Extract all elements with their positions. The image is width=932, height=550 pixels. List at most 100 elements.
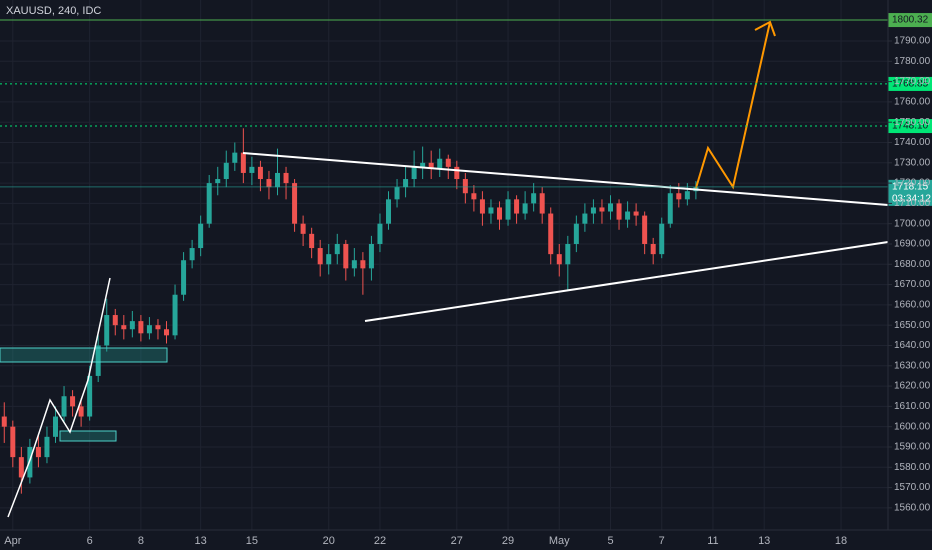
candle-body [309, 233, 315, 249]
candle-body [300, 223, 306, 234]
candle-body [582, 213, 588, 224]
candle-body [343, 243, 349, 269]
candle-body [1, 416, 7, 427]
candle-body [633, 211, 639, 216]
candle-body [164, 329, 169, 336]
candle-body [181, 260, 187, 295]
candle-body [87, 375, 93, 417]
y-tick-label: 1720.00 [894, 178, 931, 189]
x-tick-label: 22 [374, 535, 386, 547]
last-price-tag [888, 179, 932, 206]
x-tick-label: 13 [758, 535, 770, 547]
candle-body [565, 243, 571, 265]
candle-body [172, 294, 178, 336]
candle-body [667, 193, 673, 224]
y-tick-label: 1770.00 [894, 76, 931, 87]
y-tick-label: 1690.00 [894, 239, 931, 250]
candle-body [659, 223, 665, 255]
candle-body [240, 152, 246, 173]
y-tick-label: 1680.00 [894, 259, 931, 270]
candle-body [351, 260, 357, 269]
candle-body [403, 179, 409, 188]
y-tick-label: 1610.00 [894, 401, 931, 412]
x-tick-label: 11 [707, 535, 718, 547]
candle-body [437, 158, 443, 169]
price-tag-label: 1768.85 [892, 79, 929, 90]
y-tick-label: 1580.00 [894, 462, 931, 473]
candles [1, 128, 699, 494]
y-tick-label: 1660.00 [894, 300, 931, 311]
price-tag [888, 13, 932, 28]
candle-body [488, 207, 494, 214]
candle-body [368, 243, 374, 269]
candle-body [522, 203, 528, 214]
countdown-label: 03:34:12 [892, 193, 931, 204]
price-tag [888, 76, 932, 91]
candle-body [104, 315, 110, 346]
y-tick-label: 1750.00 [894, 117, 931, 128]
candle-body [317, 248, 323, 265]
axes: 1560.00 1570.00 1580.00 1590.00 1600.00 1610.… [4, 36, 930, 547]
y-tick-label: 1710.00 [894, 198, 931, 209]
candle-body [292, 183, 298, 224]
candle-body [676, 193, 682, 200]
chart-title: XAUUSD, 240, IDC [6, 5, 101, 17]
y-tick-label: 1620.00 [894, 381, 931, 392]
candle-body [531, 193, 537, 204]
candle-body [386, 199, 391, 224]
candle-body [249, 166, 255, 173]
candle-body [556, 254, 562, 265]
candle-body [514, 199, 520, 214]
candle-body [599, 207, 605, 212]
trendline [242, 152, 889, 206]
candle-body [326, 254, 332, 265]
candle-body [642, 215, 648, 244]
candle-body [394, 187, 400, 200]
candle-body [232, 152, 238, 163]
candle-body [684, 191, 690, 200]
candle-body [454, 166, 460, 180]
x-tick-label: 27 [451, 535, 463, 547]
y-tick-label: 1650.00 [894, 320, 931, 331]
candle-body [275, 172, 280, 188]
x-tick-label: 13 [195, 535, 207, 547]
price-tag-label: 1748.10 [892, 121, 929, 132]
x-tick-label: 18 [835, 535, 847, 547]
candle-body [10, 426, 16, 458]
x-tick-label: 15 [246, 535, 258, 547]
y-tick-label: 1790.00 [894, 36, 931, 47]
zigzag [7, 277, 111, 518]
candle-body [35, 446, 41, 458]
y-tick-label: 1630.00 [894, 360, 931, 371]
candle-body [78, 406, 84, 417]
candle-body [428, 162, 434, 169]
candle-body [138, 321, 144, 334]
y-tick-label: 1570.00 [894, 482, 931, 493]
candle-body [462, 179, 468, 194]
candle-body [608, 203, 613, 212]
grid [0, 0, 888, 530]
y-tick-label: 1730.00 [894, 157, 931, 168]
y-tick-label: 1600.00 [894, 421, 931, 432]
candle-body [334, 243, 340, 255]
candle-body [70, 396, 76, 407]
candle-body [411, 166, 417, 180]
candle-body [539, 193, 545, 214]
candle-body [112, 315, 118, 326]
y-tick-label: 1760.00 [894, 97, 931, 108]
candle-body [121, 325, 127, 330]
candle-body [573, 223, 579, 244]
candle-body [420, 162, 426, 167]
candle-body [479, 199, 485, 214]
y-tick-label: 1700.00 [894, 218, 931, 229]
candle-body [360, 260, 366, 269]
x-tick-label: 8 [138, 535, 144, 547]
zone [59, 430, 117, 442]
y-tick-label: 1590.00 [894, 442, 931, 453]
last-price-label: 1718.15 [892, 181, 929, 192]
candle-body [155, 325, 161, 330]
candle-body [223, 162, 229, 180]
candle-body [445, 158, 451, 167]
